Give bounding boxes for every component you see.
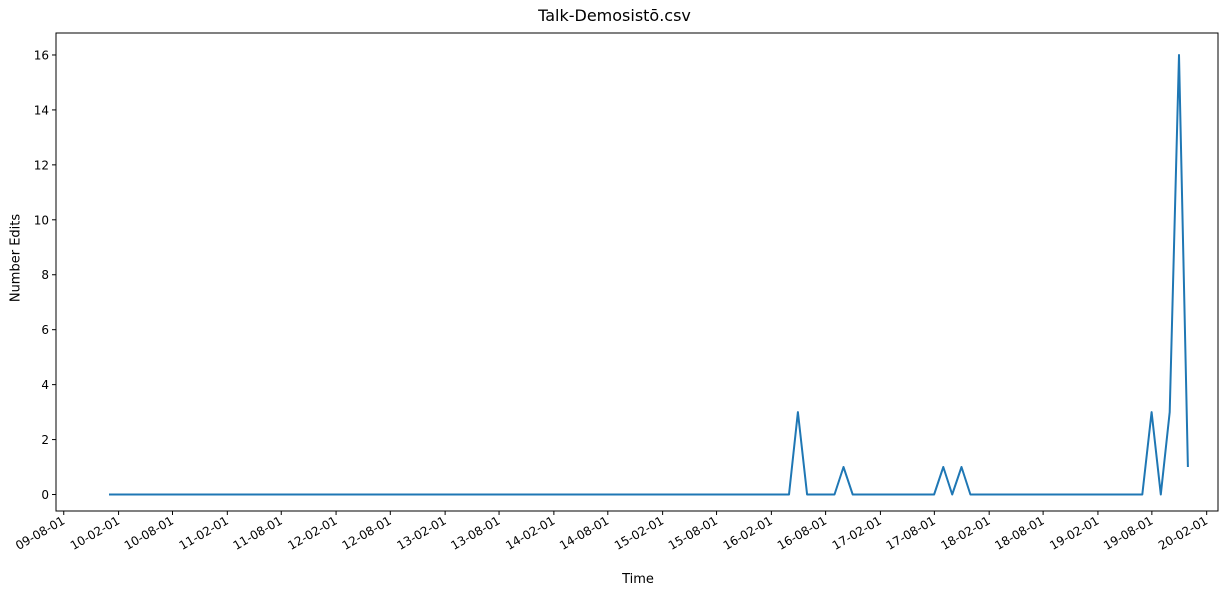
y-tick-label: 2 — [41, 433, 49, 447]
x-tick-label: 13-08-01 — [448, 513, 502, 552]
x-tick-label: 19-08-01 — [1101, 513, 1155, 552]
x-tick-label: 09-08-01 — [13, 513, 67, 552]
x-tick-label: 18-08-01 — [992, 513, 1046, 552]
x-tick-label: 17-08-01 — [884, 513, 938, 552]
x-tick-label: 15-08-01 — [666, 513, 720, 552]
y-tick-label: 0 — [41, 488, 49, 502]
x-axis: 09-08-01 10-02-01 10-08-01 11-02-01 11-08-01… — [13, 511, 1210, 553]
x-tick-label: 12-08-01 — [340, 513, 394, 552]
x-tick-label: 16-08-01 — [775, 513, 829, 552]
x-axis-label: Time — [621, 572, 654, 587]
x-tick-label: 11-08-01 — [231, 513, 285, 552]
y-axis: 0 2 4 6 8 10 12 14 16 — [34, 48, 56, 502]
y-tick-label: 6 — [41, 323, 49, 337]
x-tick-label: 11-02-01 — [177, 513, 231, 552]
x-tick-label: 17-02-01 — [830, 513, 884, 552]
series-line — [109, 54, 1189, 496]
x-tick-label: 19-02-01 — [1047, 513, 1101, 552]
x-tick-label: 15-02-01 — [612, 513, 666, 552]
plot-frame — [55, 32, 1219, 512]
x-tick-label: 16-02-01 — [721, 513, 775, 552]
y-tick-label: 10 — [34, 213, 49, 227]
x-tick-label: 20-02-01 — [1156, 513, 1210, 552]
y-tick-label: 8 — [41, 268, 49, 282]
y-tick-label: 16 — [34, 48, 49, 62]
y-tick-label: 12 — [34, 158, 49, 172]
y-tick-label: 4 — [41, 378, 49, 392]
chart-title: Talk-Demosistō.csv — [538, 6, 691, 25]
x-tick-label: 10-08-01 — [122, 513, 176, 552]
x-tick-label: 18-02-01 — [939, 513, 993, 552]
x-tick-label: 12-02-01 — [285, 513, 339, 552]
x-tick-label: 13-02-01 — [394, 513, 448, 552]
x-tick-label: 14-08-01 — [557, 513, 611, 552]
x-tick-label: 10-02-01 — [68, 513, 122, 552]
y-tick-label: 14 — [34, 103, 49, 117]
x-tick-label: 14-02-01 — [503, 513, 557, 552]
